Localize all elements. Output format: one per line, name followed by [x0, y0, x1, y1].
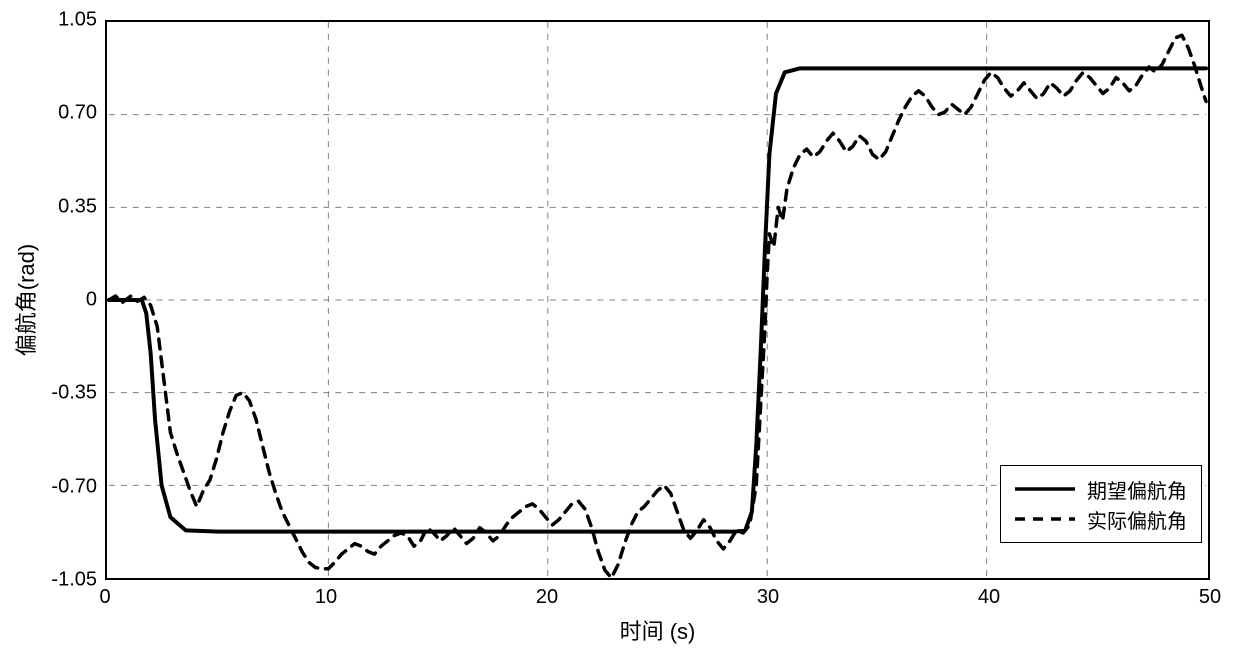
y-axis-label: 偏航角(rad): [9, 244, 41, 356]
y-tick-label: 0: [45, 289, 97, 312]
series-line: [109, 68, 1206, 531]
legend-swatch: [1015, 479, 1075, 499]
x-tick-label: 50: [1199, 586, 1221, 609]
x-axis-label: 时间 (s): [620, 614, 696, 646]
chart-container: 期望偏航角实际偏航角 0 10 20 30 40 50 -1.05 -0.70 -0.35 0 0…: [0, 0, 1240, 650]
plot-area: 期望偏航角实际偏航角: [105, 20, 1210, 580]
x-tick-label: 20: [536, 586, 558, 609]
legend-label: 实际偏航角: [1087, 505, 1187, 534]
y-tick-label: 1.05: [45, 9, 97, 32]
x-tick-label: 10: [315, 586, 337, 609]
x-tick-label: 40: [978, 586, 1000, 609]
y-tick-label: -0.35: [45, 382, 97, 405]
legend-swatch: [1015, 509, 1075, 529]
legend-row: 实际偏航角: [1015, 504, 1187, 534]
legend-label: 期望偏航角: [1087, 475, 1187, 504]
x-tick-label: 30: [757, 586, 779, 609]
y-tick-label: -0.70: [45, 475, 97, 498]
y-tick-label: 0.35: [45, 195, 97, 218]
y-tick-label: 0.70: [45, 102, 97, 125]
legend-row: 期望偏航角: [1015, 474, 1187, 504]
legend: 期望偏航角实际偏航角: [1000, 465, 1202, 543]
y-tick-label: -1.05: [45, 569, 97, 592]
x-tick-label: 0: [99, 586, 110, 609]
